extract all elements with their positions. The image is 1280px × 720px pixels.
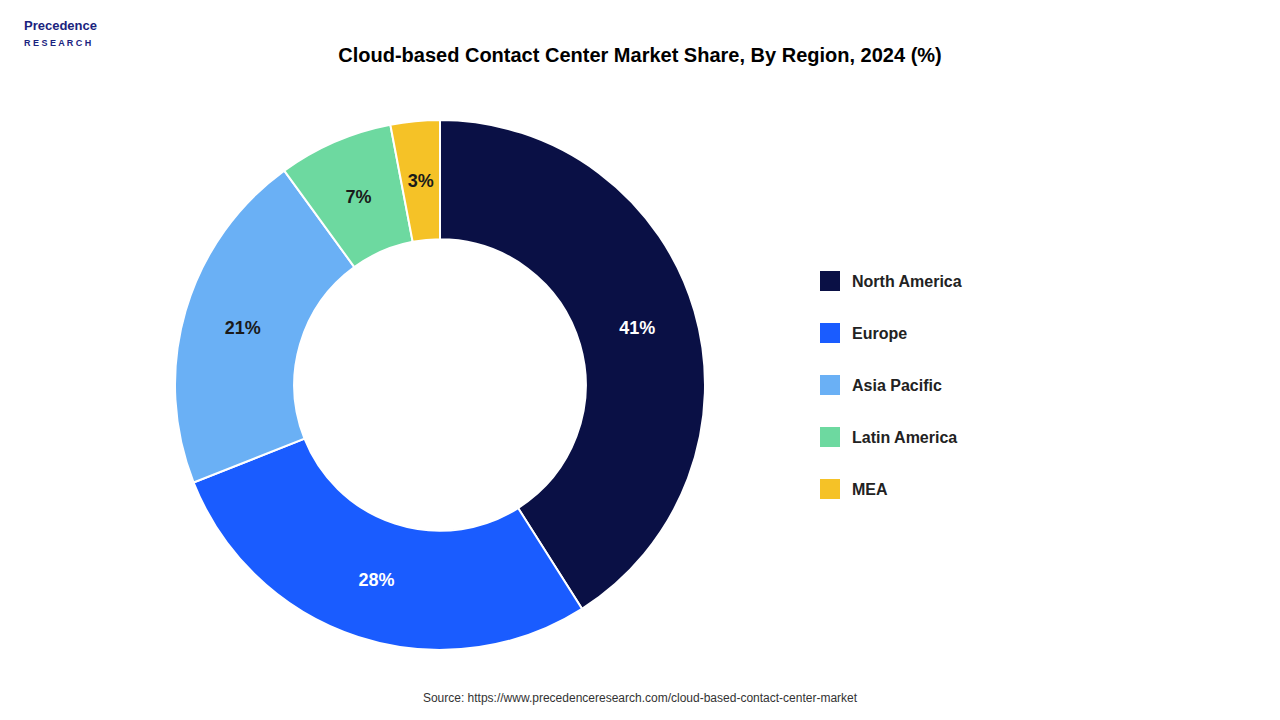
legend-label: MEA [852, 481, 888, 498]
data-label: 41% [619, 318, 655, 338]
data-label: 3% [408, 171, 434, 191]
legend-item: Latin America [820, 427, 957, 447]
data-label: 21% [225, 318, 261, 338]
source: Source: https://www.precedenceresearch.c… [423, 691, 858, 705]
slice [390, 120, 440, 242]
legend-swatch [820, 375, 840, 395]
legend-swatch [820, 271, 840, 291]
legend-swatch [820, 323, 840, 343]
data-labels: 41% 28% 21% 7% 3% [225, 171, 655, 591]
legend-label: North America [852, 273, 962, 290]
legend-label: Asia Pacific [852, 377, 942, 394]
legend-item: North America [820, 271, 962, 291]
logo-text: Precedence [24, 18, 97, 33]
title: Cloud-based Contact Center Market Share,… [338, 44, 941, 66]
legend-swatch [820, 427, 840, 447]
legend: North America Europe Asia Pacific Latin Ame… [820, 271, 962, 499]
logo-text: R E S E A R C H [24, 38, 91, 48]
slices [175, 120, 705, 650]
logo: Precedence R E S E A R C H [24, 18, 97, 48]
slice [194, 439, 582, 650]
legend-swatch [820, 479, 840, 499]
legend-item: Asia Pacific [820, 375, 942, 395]
data-label: 28% [359, 570, 395, 590]
legend-item: MEA [820, 479, 888, 499]
legend-label: Latin America [852, 429, 957, 446]
chart: Precedence R E S E A R C H Cloud-based Con… [0, 0, 1280, 720]
legend-item: Europe [820, 323, 907, 343]
data-label: 7% [345, 187, 371, 207]
legend-label: Europe [852, 325, 907, 342]
